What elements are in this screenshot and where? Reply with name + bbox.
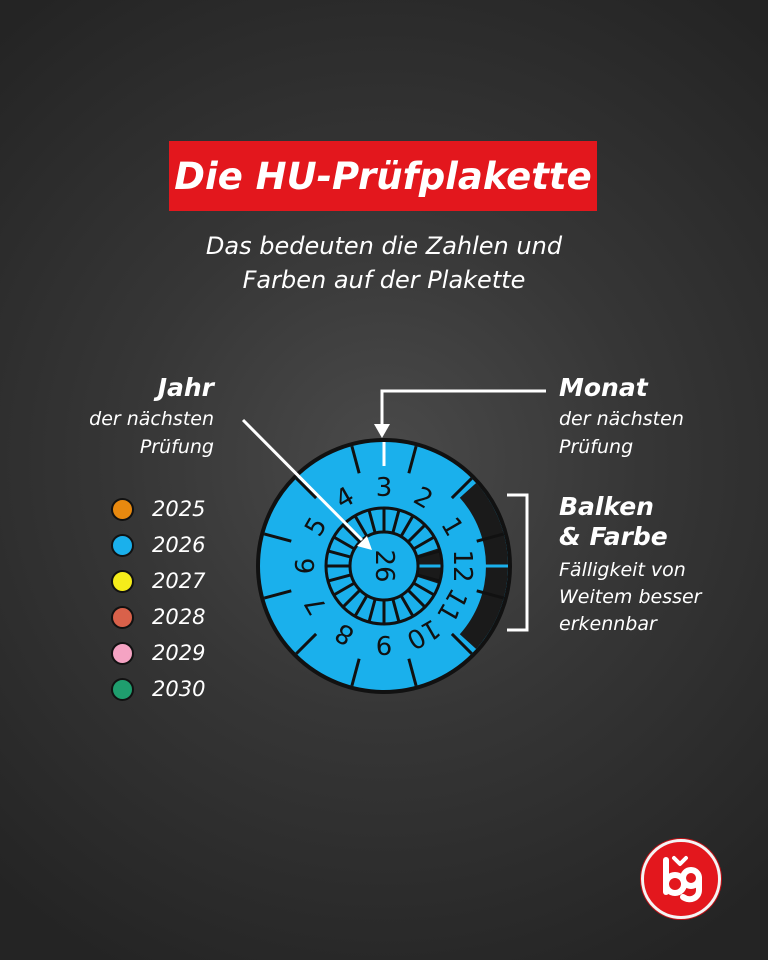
subtitle-line-2: Farben auf der Plakette: [242, 266, 526, 294]
year-label-title: Jahr: [157, 373, 214, 402]
year-arrow-line: [241, 418, 364, 542]
badge-inner-tick: [353, 594, 369, 617]
month-arrow-line: [380, 389, 546, 426]
badge-outer-tick: [295, 477, 318, 500]
legend-dot-2030: [111, 677, 134, 701]
legend-item-2027: 2027: [111, 567, 205, 595]
bar-label-line-1: Balken: [559, 492, 654, 521]
badge-outer-tick: [450, 477, 473, 500]
brand-logo: [641, 839, 721, 919]
badge-inner-tick: [399, 515, 415, 538]
badge-center-ring: [348, 530, 420, 602]
title-banner: Die HU-Prüfplakette: [169, 141, 597, 211]
logo-mark-icon: [663, 856, 702, 903]
legend-dot-2026: [111, 533, 134, 557]
badge-inner-tick: [333, 581, 356, 597]
badge-inner-tick: [412, 535, 435, 551]
legend-item-2029: 2029: [111, 639, 205, 667]
badge-inner-tick: [406, 523, 427, 544]
badge-inner-tick: [333, 535, 356, 551]
subtitle-line-1: Das bedeuten die Zahlen und: [205, 232, 563, 260]
legend-item-2030: 2030: [111, 675, 205, 703]
year-label-line-2: Prüfung: [139, 436, 214, 458]
badge-outer-tick: [450, 632, 473, 655]
bar-bracket: [507, 493, 529, 632]
legend-dot-2025: [111, 497, 134, 521]
legend-dot-2029: [111, 641, 134, 665]
badge-outer-tick: [263, 532, 292, 543]
badge-inner-tick: [341, 588, 362, 609]
badge-outer-tick: [263, 589, 292, 600]
badge-outer-tick: [476, 532, 505, 543]
badge-outer-tick: [350, 445, 361, 474]
month-label-line-2: Prüfung: [559, 436, 634, 458]
bar-desc-line-2: Weitem besser: [559, 586, 702, 608]
year-arrow-head: [357, 536, 372, 550]
badge-inner-tick: [416, 549, 441, 559]
badge-inner-tick: [353, 515, 369, 538]
badge-inner-tick: [416, 573, 441, 583]
badge-outer-tick: [295, 632, 318, 655]
badge-inner-tick: [367, 509, 377, 534]
badge-inner-tick: [391, 509, 401, 534]
month-arrow-head: [374, 424, 390, 438]
badge-inner-tick: [399, 594, 415, 617]
badge-inner-tick: [412, 581, 435, 597]
badge-month-6: 6: [291, 558, 321, 575]
badge-year: 26: [369, 549, 399, 582]
badge-inner-tick: [327, 549, 352, 559]
badge-outer-bar: [459, 483, 509, 649]
legend-dot-2027: [111, 569, 134, 593]
legend-year-2026: 2026: [152, 533, 206, 557]
badge-month-12: 12: [447, 549, 477, 582]
legend-year-2029: 2029: [152, 641, 206, 665]
month-label-line-1: der nächsten: [559, 408, 684, 430]
legend-year-2028: 2028: [152, 605, 206, 629]
legend-year-2025: 2025: [152, 497, 206, 521]
bar-label-line-2: & Farbe: [559, 522, 668, 551]
badge-outer-tick: [407, 445, 418, 474]
badge-outer-tick: [350, 658, 361, 687]
year-label-line-1: der nächsten: [89, 408, 214, 430]
page-title: Die HU-Prüfplakette: [174, 154, 592, 198]
bar-desc-line-3: erkennbar: [559, 613, 657, 635]
legend-dot-2028: [111, 605, 134, 629]
badge-inner-tick: [327, 573, 352, 583]
badge-inner-tick: [391, 598, 401, 623]
badge-inner-tick: [406, 588, 427, 609]
badge-inner-tick: [367, 598, 377, 623]
legend-year-2030: 2030: [152, 677, 206, 701]
bar-desc-line-1: Fälligkeit von: [559, 559, 686, 581]
legend-item-2026: 2026: [111, 531, 205, 559]
legend-item-2028: 2028: [111, 603, 205, 631]
badge-month-9: 9: [376, 629, 393, 659]
legend-year-2027: 2027: [152, 569, 206, 593]
badge-month-3: 3: [376, 473, 393, 503]
month-label-title: Monat: [559, 373, 648, 402]
badge-outer-tick: [407, 658, 418, 687]
badge-outer-tick: [476, 589, 505, 600]
legend-item-2025: 2025: [111, 495, 205, 523]
badge-inner-tick: [341, 523, 362, 544]
badge-middle-ring: [324, 506, 444, 626]
